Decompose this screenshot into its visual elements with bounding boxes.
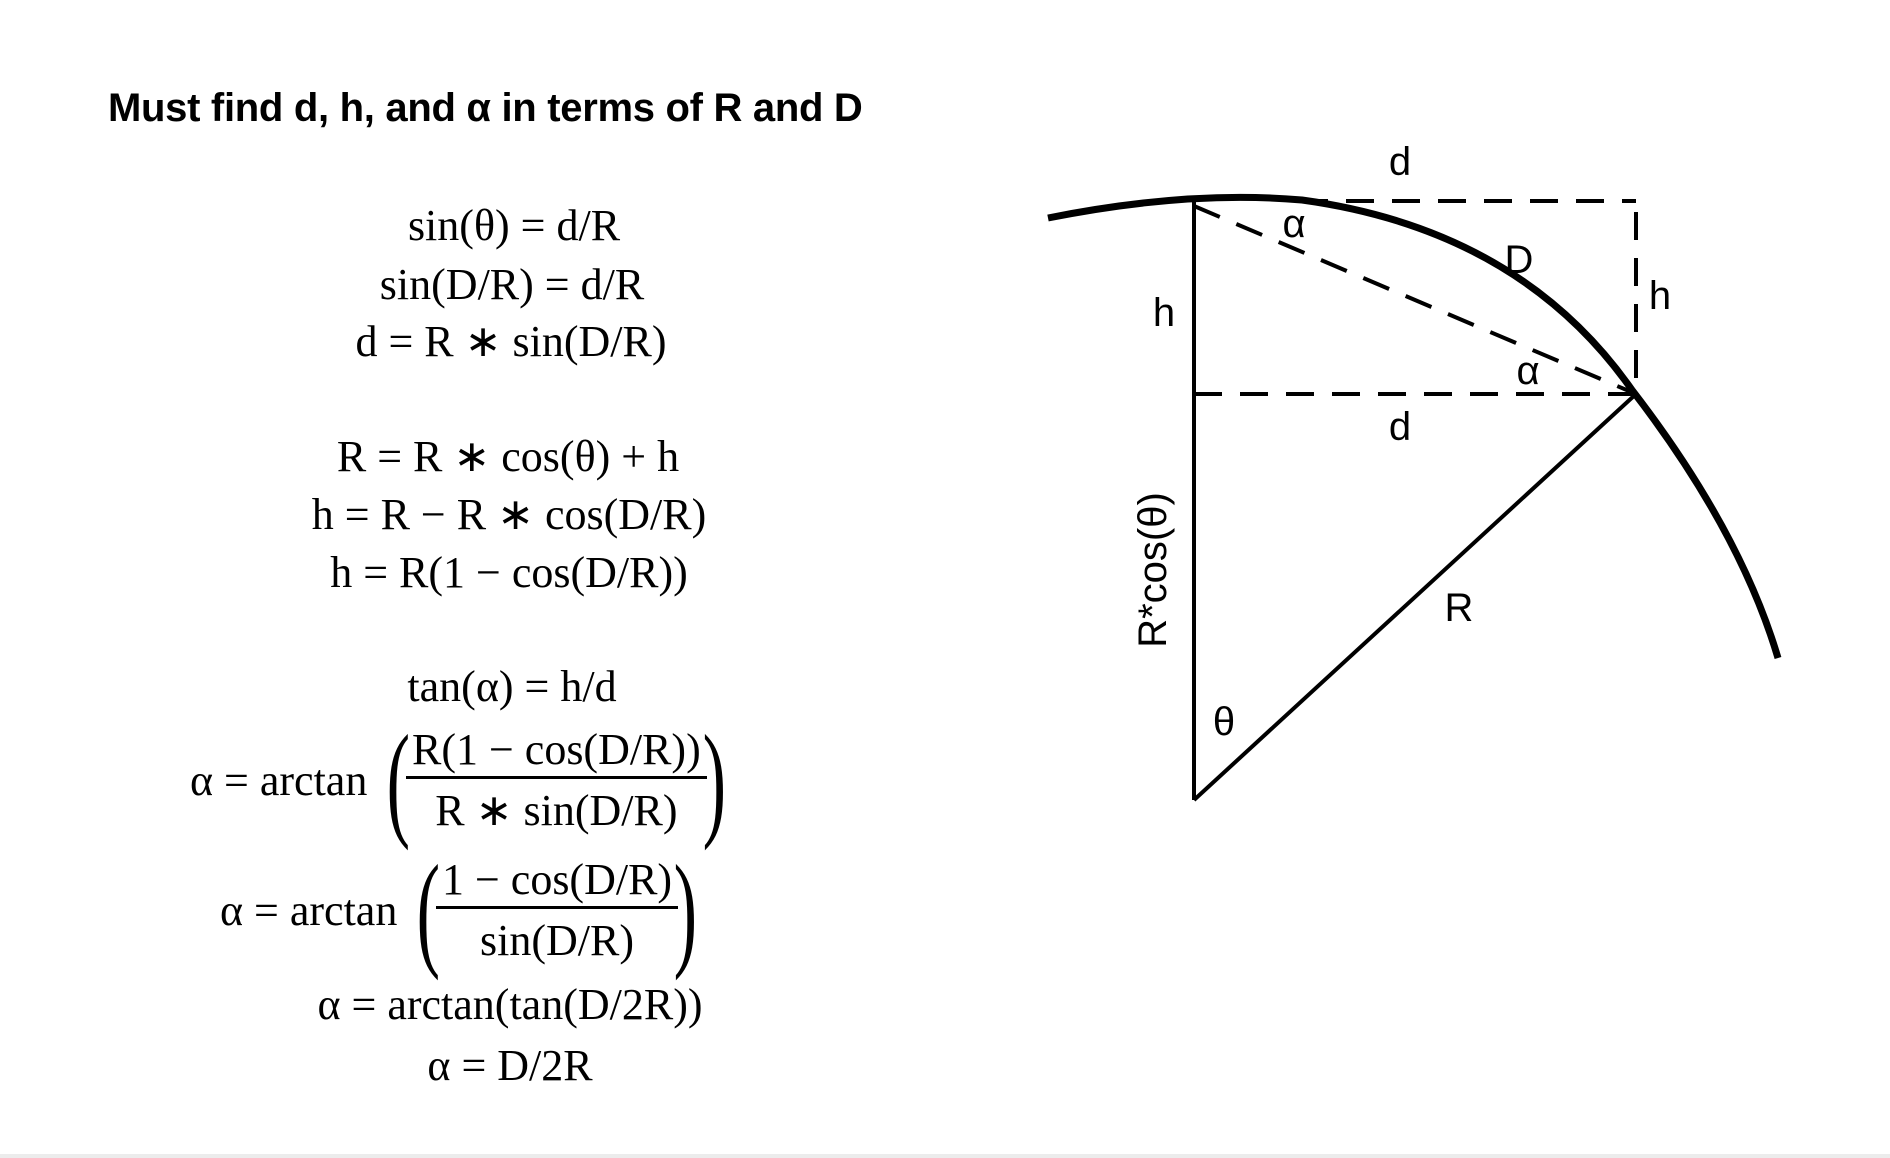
left-paren: ( [386, 709, 411, 851]
label-d-top: d [1389, 140, 1411, 184]
fraction-1-numerator: R(1 − cos(D/R)) [411, 724, 701, 774]
label-arc-d: D [1505, 238, 1534, 282]
label-theta: θ [1213, 700, 1235, 744]
right-paren: ) [702, 709, 726, 851]
fraction-bar [405, 775, 707, 779]
equation-d-solution: d = R ∗ sin(D/R) [355, 317, 667, 366]
equation-alpha-fraction-2: α = arctan ( 1 − cos(D/R) sin(D/R) ) [220, 846, 707, 974]
label-alpha-bottom: α [1516, 349, 1539, 393]
fraction-1: R(1 − cos(D/R)) R ∗ sin(D/R) [405, 724, 707, 835]
equation-sin-d-over-r: sin(D/R) = d/R [379, 260, 645, 309]
equation-tan-alpha: tan(α) = h/d [407, 662, 617, 711]
fraction-2-numerator: 1 − cos(D/R) [441, 854, 673, 904]
equation-alpha-tan: α = arctan(tan(D/2R)) [317, 980, 703, 1029]
chord-dashed-line [1193, 204, 1637, 396]
circle-arc [1047, 193, 1782, 659]
fraction-bar [435, 905, 679, 909]
right-paren: ) [673, 839, 698, 981]
equation-r-relation: R = R ∗ cos(θ) + h [336, 432, 680, 481]
fraction-2-lhs: α = arctan [220, 885, 398, 935]
left-paren: ( [416, 839, 441, 981]
fraction-1-lhs: α = arctan [190, 755, 368, 805]
label-alpha-top: α [1282, 202, 1305, 246]
equation-alpha-fraction-1: α = arctan ( R(1 − cos(D/R)) R ∗ sin(D/R… [190, 716, 735, 844]
radius-line [1192, 392, 1638, 802]
equation-sin-theta: sin(θ) = d/R [407, 201, 621, 250]
label-h-left: h [1153, 291, 1175, 335]
equation-alpha-final: α = D/2R [427, 1041, 593, 1090]
label-radius-r: R [1445, 586, 1474, 630]
bottom-divider [0, 1154, 1890, 1158]
equation-h-solution: h = R(1 − cos(D/R)) [330, 548, 688, 597]
fraction-2: 1 − cos(D/R) sin(D/R) [435, 854, 679, 965]
label-r-cos-theta: R*cos(θ) [1131, 492, 1175, 648]
fraction-1-denominator: R ∗ sin(D/R) [435, 785, 678, 835]
fraction-2-denominator: sin(D/R) [480, 915, 635, 965]
heading: Must find d, h, and α in terms of R and … [108, 86, 863, 130]
equation-h-step: h = R − R ∗ cos(D/R) [311, 490, 707, 539]
label-h-right: h [1649, 274, 1671, 318]
label-d-middle: d [1389, 405, 1411, 449]
